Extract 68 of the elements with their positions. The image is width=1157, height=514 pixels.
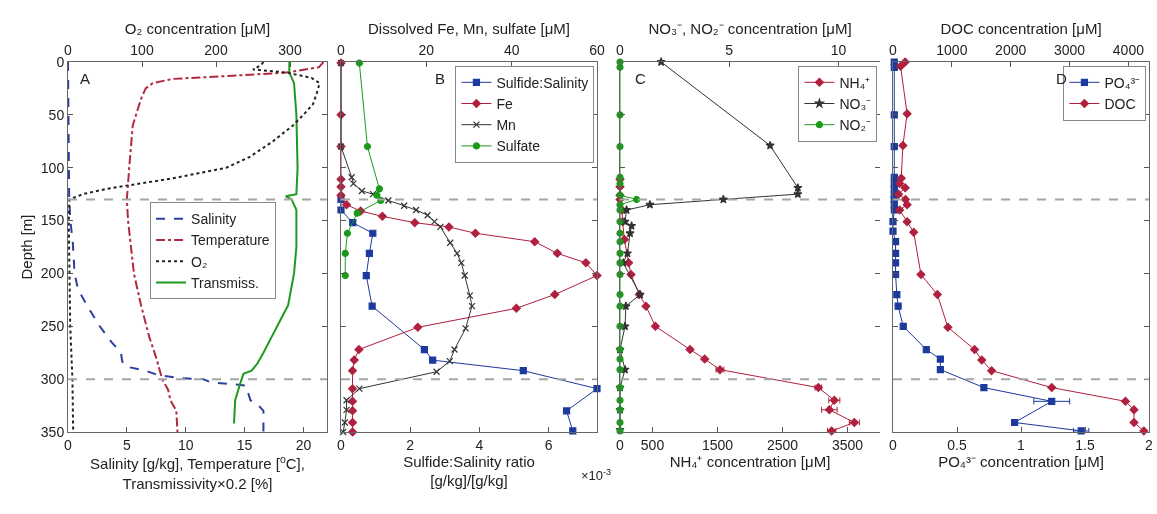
y-tick-label: 0 bbox=[56, 53, 65, 70]
x2-tick-label: 40 bbox=[503, 42, 520, 59]
annotation: B bbox=[435, 70, 446, 87]
x-tick-label: 500 bbox=[640, 436, 665, 453]
x-tick-label: 6 bbox=[544, 436, 553, 453]
legend-label: PO₄³⁻ bbox=[1104, 74, 1141, 91]
y-tick-label: 200 bbox=[40, 265, 65, 282]
x-tick-label: 2500 bbox=[766, 436, 799, 453]
x-axis-title: Salinity [g/kg], Temperature [$^{o}$C], Transmissivity×0.2 [%] bbox=[90, 452, 305, 492]
x-tick-label: 20 bbox=[295, 436, 312, 453]
x2-tick-label: 5 bbox=[725, 42, 734, 59]
x2-tick-label: 60 bbox=[589, 42, 605, 59]
x-tick-label: 1 bbox=[1017, 436, 1026, 453]
x2-axis-title: NO₃⁻, NO₂⁻ concentration [μM] bbox=[648, 19, 852, 37]
x2-axis-title: O₂ concentration [μM] bbox=[124, 19, 271, 37]
legend-label: Temperature bbox=[191, 232, 270, 249]
x-tick-label: 2 bbox=[1145, 436, 1154, 453]
x2-tick-label: 3000 bbox=[1053, 42, 1086, 59]
annotation: C bbox=[635, 70, 646, 87]
annotation: A bbox=[80, 70, 91, 87]
x2-tick-label: 20 bbox=[418, 42, 435, 59]
y-tick-label: 50 bbox=[48, 106, 65, 123]
x2-tick-label: 0 bbox=[337, 42, 346, 59]
y-tick-label: 300 bbox=[40, 371, 65, 388]
x-axis-title: PO₄³⁻ concentration [μM] bbox=[938, 452, 1104, 470]
x-tick-label: 0 bbox=[616, 436, 625, 453]
x-tick-label: 5 bbox=[122, 436, 131, 453]
x-tick-label: 4 bbox=[475, 436, 484, 453]
x2-tick-label: 4000 bbox=[1112, 42, 1145, 59]
y-tick-label: 350 bbox=[40, 423, 65, 440]
x2-tick-label: 200 bbox=[204, 42, 228, 59]
y-tick-label: 150 bbox=[40, 212, 65, 229]
x-tick-label: 3500 bbox=[831, 436, 864, 453]
x-tick-label: 1.5 bbox=[1075, 436, 1095, 453]
y-tick-label: 250 bbox=[40, 318, 65, 335]
legend-label: Mn bbox=[496, 117, 516, 134]
y-axis-title: Depth [m] bbox=[18, 214, 36, 280]
x-axis-title: Sulfide:Salinity ratio [g/kg]/[g/kg] bbox=[403, 452, 535, 490]
legend-label: NH₄⁺ bbox=[839, 74, 871, 91]
x2-axis-title: Dissolved Fe, Mn, sulfate [μM] bbox=[367, 19, 571, 37]
x-tick-label: 1500 bbox=[701, 436, 734, 453]
y-tick-label: 100 bbox=[40, 159, 65, 176]
x-tick-label: 0.5 bbox=[947, 436, 967, 453]
x2-axis-title: DOC concentration [μM] bbox=[940, 19, 1102, 37]
x2-tick-label: 0 bbox=[616, 42, 625, 59]
x-tick-label: 10 bbox=[177, 436, 194, 453]
legend-label: Sulfide:Salinity bbox=[496, 74, 589, 91]
x2-tick-label: 1000 bbox=[936, 42, 968, 59]
x-tick-label: 15 bbox=[236, 436, 253, 453]
x-axis-title: NH₄⁺ concentration [μM] bbox=[669, 452, 831, 470]
x2-tick-label: 10 bbox=[830, 42, 847, 59]
legend-label: NO₃⁻ bbox=[839, 95, 872, 112]
x-tick-label: 0 bbox=[337, 436, 346, 453]
x2-tick-label: 100 bbox=[130, 42, 154, 59]
x-tick-label: 2 bbox=[406, 436, 415, 453]
legend-label: O₂ bbox=[191, 253, 208, 270]
x2-tick-label: 0 bbox=[889, 42, 898, 59]
legend-label: Salinity bbox=[191, 211, 237, 228]
x-tick-label: 0 bbox=[889, 436, 898, 453]
text: ×10$^{-3}$ bbox=[581, 467, 612, 484]
legend-label: Sulfate bbox=[496, 138, 541, 155]
legend-label: NO₂⁻ bbox=[839, 117, 871, 134]
legend-label: DOC bbox=[1104, 95, 1136, 112]
annotation: D bbox=[1056, 70, 1067, 87]
legend-label: Transmiss. bbox=[191, 274, 259, 291]
x2-tick-label: 300 bbox=[278, 42, 302, 59]
legend-label: Fe bbox=[496, 95, 513, 112]
x2-tick-label: 2000 bbox=[995, 42, 1027, 59]
